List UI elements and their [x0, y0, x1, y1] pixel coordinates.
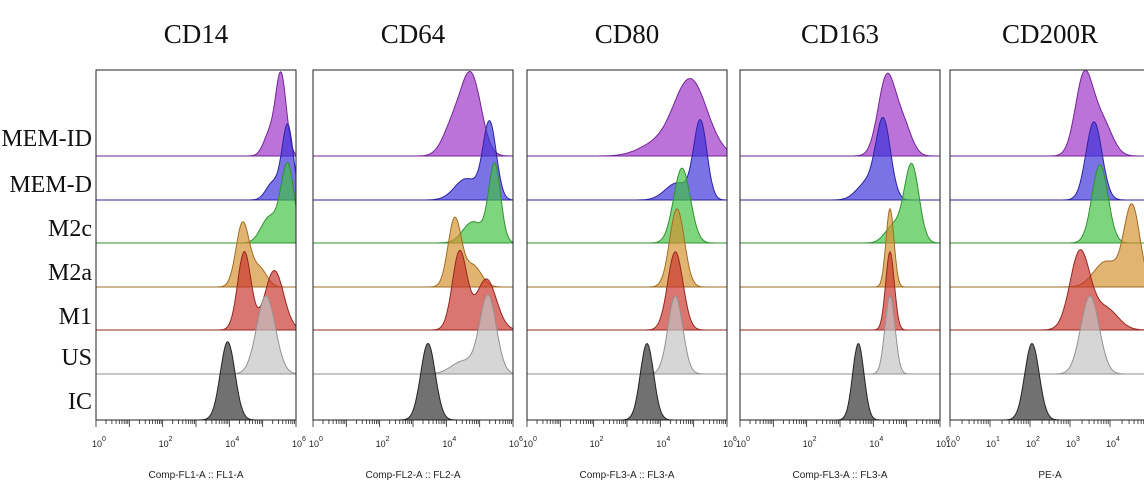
series-ic-histogram	[527, 342, 727, 420]
x-tick-label: 100	[946, 436, 960, 449]
panel-cd200r: CD200R100101102103104105PE-A	[946, 19, 1144, 481]
x-tick-label: 102	[1026, 436, 1040, 449]
histogram-curves	[527, 78, 727, 420]
x-tick-label: 106	[936, 436, 950, 449]
row-label-m1: M1	[59, 304, 92, 330]
x-tick-label: 104	[1106, 436, 1120, 449]
row-label-mem-d: MEM-D	[9, 172, 92, 198]
panel-title-cd14: CD14	[164, 19, 229, 49]
x-tick-label: 102	[590, 436, 604, 449]
series-us-histogram	[950, 295, 1144, 375]
series-mem-id-histogram	[96, 71, 296, 157]
series-mem-id-histogram	[950, 70, 1144, 157]
series-mem-id-histogram	[740, 72, 940, 157]
row-label-m2a: M2a	[48, 260, 92, 286]
x-tick-label: 104	[869, 436, 883, 449]
x-tick-label: 106	[292, 436, 306, 449]
panel-title-cd64: CD64	[381, 19, 446, 49]
row-label-us: US	[61, 345, 92, 371]
series-ic-histogram	[740, 342, 940, 420]
series-m2c-histogram	[950, 164, 1144, 244]
x-tick-label: 100	[92, 436, 106, 449]
x-axis-label: PE-A	[1038, 470, 1062, 481]
x-tick-label: 100	[523, 436, 537, 449]
series-m1-histogram	[96, 250, 296, 331]
x-tick-label: 104	[225, 436, 239, 449]
x-axis-ticks: 100 102 104 106	[736, 420, 950, 449]
row-labels: MEM-ID MEM-D M2c M2a M1 US IC	[1, 126, 92, 415]
x-tick-label: 106	[723, 436, 737, 449]
histogram-curves	[313, 71, 513, 420]
x-tick-label: 102	[376, 436, 390, 449]
row-label-ic: IC	[68, 389, 92, 415]
x-tick-label: 104	[442, 436, 456, 449]
series-m2a-histogram	[527, 208, 727, 288]
series-m2c-histogram	[313, 162, 513, 244]
histogram-curves	[96, 71, 296, 420]
x-tick-label: 102	[803, 436, 817, 449]
x-tick-label: 100	[309, 436, 323, 449]
series-us-histogram	[313, 293, 513, 375]
series-mem-id-histogram	[313, 71, 513, 157]
x-axis-label: Comp-FL3-A :: FL3-A	[792, 470, 887, 481]
row-label-m2c: M2c	[48, 216, 92, 242]
series-m1-histogram	[527, 251, 727, 331]
series-mem-id-histogram	[527, 78, 727, 157]
x-tick-label: 102	[159, 436, 173, 449]
x-tick-label: 100	[736, 436, 750, 449]
x-axis-label: Comp-FL1-A :: FL1-A	[148, 470, 243, 481]
row-label-mem-id: MEM-ID	[1, 126, 92, 152]
panel-title-cd200r: CD200R	[1002, 19, 1098, 49]
series-m2a-histogram	[950, 203, 1144, 288]
series-ic-histogram	[313, 343, 513, 420]
series-mem-d-histogram	[96, 123, 296, 201]
x-tick-label: 101	[986, 436, 1000, 449]
panel-frame	[949, 69, 1144, 421]
x-tick-label: 106	[509, 436, 523, 449]
panel-title-cd80: CD80	[595, 19, 660, 49]
x-axis-ticks: 100 102 104 106	[523, 420, 737, 449]
panel-frame	[739, 69, 941, 421]
series-ic-histogram	[950, 342, 1144, 420]
panel-title-cd163: CD163	[801, 19, 879, 49]
x-tick-label: 104	[656, 436, 670, 449]
x-axis-ticks: 100 102 104 106	[92, 420, 306, 449]
series-m1-histogram	[313, 249, 513, 331]
histogram-curves	[740, 72, 940, 420]
series-us-histogram	[96, 295, 296, 375]
series-m1-histogram	[740, 250, 940, 331]
series-us-histogram	[740, 294, 940, 375]
x-axis-label: Comp-FL3-A :: FL3-A	[579, 470, 674, 481]
series-us-histogram	[527, 295, 727, 375]
x-tick-label: 103	[1066, 436, 1080, 449]
x-axis-label: Comp-FL2-A :: FL2-A	[365, 470, 460, 481]
series-mem-d-histogram	[950, 121, 1144, 201]
x-axis-ticks: 100 102 104 106	[309, 420, 523, 449]
histogram-curves	[950, 70, 1144, 420]
series-m2c-histogram	[96, 161, 296, 244]
series-m2c-histogram	[740, 162, 940, 244]
series-mem-d-histogram	[527, 119, 727, 201]
x-axis-ticks: 100101102103104105	[946, 420, 1144, 449]
series-mem-d-histogram	[313, 119, 513, 201]
